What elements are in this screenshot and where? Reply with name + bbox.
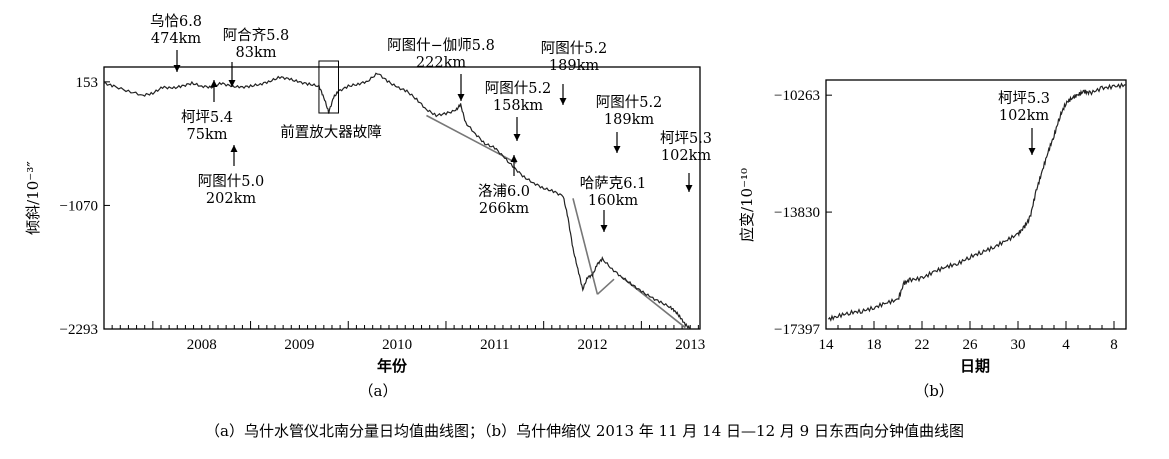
arrow-head	[228, 80, 236, 87]
event-label: 189km	[549, 58, 599, 74]
panel-a-y-ticks: 153 −1070 −2293	[60, 75, 110, 338]
event-label: 柯坪5.3	[998, 90, 1050, 107]
arrow-head	[613, 146, 621, 153]
event-label: 阿图什5.0	[198, 173, 265, 190]
x-tick-label: 26	[963, 337, 979, 353]
event-label: 102km	[999, 108, 1049, 124]
panel-b-y-axis-label: 应变/10⁻¹⁰	[738, 168, 756, 242]
panel-b-x-ticks: 14 18 22 26 30 4 8	[819, 321, 1127, 353]
panel-a-y-axis-label: 倾斜/10⁻³″	[24, 161, 42, 235]
arrow-head	[210, 80, 218, 87]
y-tick-label: −17397	[774, 322, 820, 338]
event-label: 160km	[588, 193, 638, 209]
panel-b-y-ticks: −10263 −13830 −17397	[774, 88, 832, 338]
event-label: 阿图什5.2	[596, 94, 663, 111]
arrow-head	[559, 98, 567, 105]
event-label: 102km	[661, 148, 711, 164]
panel-a-trend-lines	[426, 114, 686, 329]
event-label: 乌恰6.8	[150, 13, 202, 30]
panel-a-x-ticks: 2008 2009 2010 2011 2012 2013	[103, 321, 705, 353]
panel-b-x-axis-label: 日期	[960, 357, 990, 375]
arrow-head	[600, 225, 608, 232]
x-tick-label: 22	[915, 337, 930, 353]
event-label: 阿图什−伽师5.8	[387, 37, 495, 54]
event-label: 266km	[479, 201, 529, 217]
panel-b-series	[827, 82, 1126, 322]
series-line-tilt	[103, 72, 691, 330]
x-tick-label: 14	[819, 337, 835, 353]
arrow-head	[173, 65, 181, 72]
x-tick-label: 2009	[284, 337, 314, 353]
event-annotation: 前置放大器故障	[280, 60, 382, 141]
panel-a-frame	[103, 66, 701, 330]
event-label: 189km	[604, 112, 654, 128]
x-tick-label: 2012	[578, 337, 608, 353]
event-label: 202km	[206, 191, 256, 207]
event-label: 阿图什5.2	[485, 80, 552, 97]
event-label: 前置放大器故障	[280, 123, 382, 141]
event-label: 75km	[187, 127, 228, 143]
y-tick-label: −13830	[774, 205, 820, 221]
x-tick-label: 2011	[480, 337, 509, 353]
trend-line	[426, 114, 517, 164]
event-label: 阿合齐5.8	[223, 27, 290, 44]
trend-line	[596, 278, 615, 295]
x-tick-label: 8	[1110, 337, 1118, 353]
trend-line	[572, 198, 599, 295]
arrow-head	[510, 155, 518, 162]
event-label: 阿图什5.2	[541, 40, 608, 57]
x-tick-label: 18	[867, 337, 882, 353]
arrow-head	[457, 94, 465, 101]
panel-a-label: （a）	[359, 382, 398, 400]
y-tick-label: −2293	[60, 322, 98, 338]
series-line-strain	[827, 82, 1126, 322]
panel-a-series	[103, 72, 691, 330]
arrow-head	[685, 185, 693, 192]
x-tick-label: 4	[1062, 337, 1070, 353]
event-label: 474km	[151, 31, 201, 47]
event-label: 洛浦6.0	[478, 183, 530, 200]
panel-b-frame	[825, 79, 1127, 330]
arrow-head	[1028, 148, 1036, 155]
x-tick-label: 30	[1011, 337, 1026, 353]
panel-b-label: （b）	[914, 382, 954, 400]
y-tick-label: 153	[76, 75, 99, 91]
event-label: 柯坪5.4	[181, 109, 233, 126]
event-label: 158km	[493, 98, 543, 114]
arrow-head	[513, 134, 521, 141]
y-tick-label: −1070	[60, 198, 98, 214]
y-tick-label: −10263	[774, 88, 820, 104]
arrow-head	[230, 145, 238, 152]
x-tick-label: 2010	[382, 337, 412, 353]
figure-caption: （a）乌什水管仪北南分量日均值曲线图；（b）乌什伸缩仪 2013 年 11 月 …	[205, 422, 964, 440]
x-tick-label: 2008	[187, 337, 217, 353]
event-label: 222km	[416, 55, 466, 71]
event-label: 83km	[236, 45, 277, 61]
fault-box	[318, 60, 339, 114]
x-tick-label: 2013	[675, 337, 705, 353]
event-label: 哈萨克6.1	[580, 175, 647, 192]
event-label: 柯坪5.3	[660, 130, 712, 147]
panel-a-x-axis-label: 年份	[377, 357, 408, 375]
